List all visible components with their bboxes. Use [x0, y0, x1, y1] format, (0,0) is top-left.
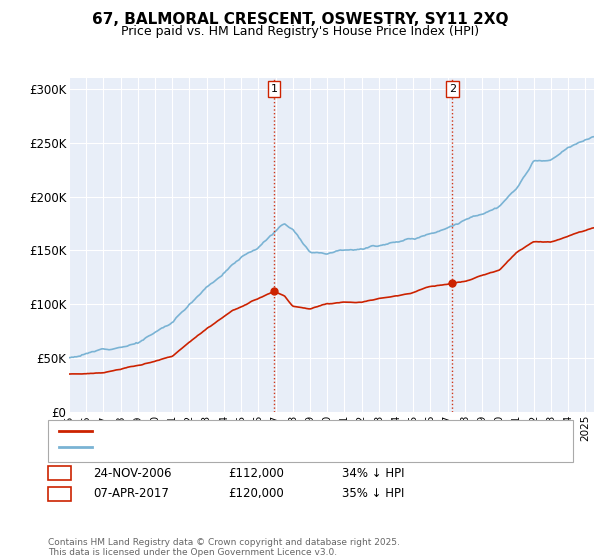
Text: 24-NOV-2006: 24-NOV-2006 — [93, 466, 172, 480]
Text: Price paid vs. HM Land Registry's House Price Index (HPI): Price paid vs. HM Land Registry's House … — [121, 25, 479, 38]
Text: 1: 1 — [56, 466, 63, 480]
Text: 67, BALMORAL CRESCENT, OSWESTRY, SY11 2XQ (semi-detached house): 67, BALMORAL CRESCENT, OSWESTRY, SY11 2X… — [97, 426, 505, 436]
Text: HPI: Average price, semi-detached house, Shropshire: HPI: Average price, semi-detached house,… — [97, 442, 393, 452]
Text: 2: 2 — [449, 84, 456, 94]
Text: 2: 2 — [56, 487, 63, 501]
Text: £120,000: £120,000 — [228, 487, 284, 501]
Text: Contains HM Land Registry data © Crown copyright and database right 2025.
This d: Contains HM Land Registry data © Crown c… — [48, 538, 400, 557]
Text: 35% ↓ HPI: 35% ↓ HPI — [342, 487, 404, 501]
Text: 34% ↓ HPI: 34% ↓ HPI — [342, 466, 404, 480]
Text: £112,000: £112,000 — [228, 466, 284, 480]
Text: 1: 1 — [271, 84, 278, 94]
Text: 67, BALMORAL CRESCENT, OSWESTRY, SY11 2XQ: 67, BALMORAL CRESCENT, OSWESTRY, SY11 2X… — [92, 12, 508, 27]
Text: 07-APR-2017: 07-APR-2017 — [93, 487, 169, 501]
